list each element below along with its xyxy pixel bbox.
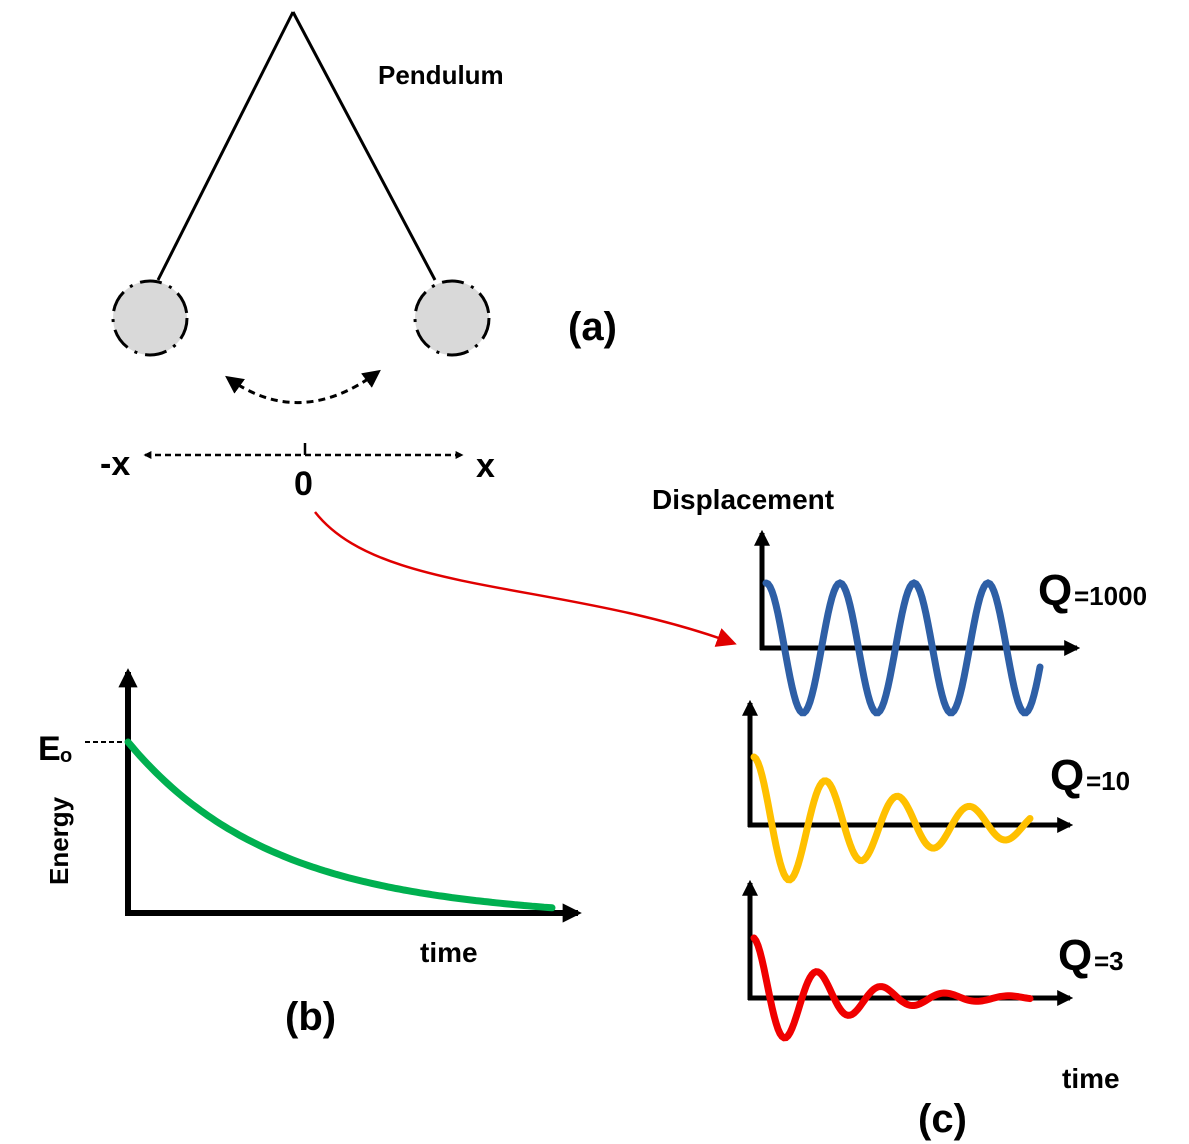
swing-arrow	[225, 369, 381, 404]
string-left	[156, 11, 295, 281]
q-symbol: Q	[1038, 566, 1072, 615]
q-value: =10	[1086, 766, 1130, 796]
panel-label: (b)	[285, 995, 336, 1039]
q-value: =1000	[1074, 581, 1147, 611]
waveform	[750, 753, 1034, 884]
axis-label: 0	[294, 465, 313, 503]
y-axis-label: Displacement	[652, 484, 834, 515]
x-axis-label: time	[1062, 1063, 1120, 1094]
string-right	[291, 11, 437, 281]
level-subscript: o	[60, 745, 72, 767]
waveform	[750, 934, 1034, 1042]
energy-plot	[85, 668, 582, 923]
y-axis-label: Energy	[44, 796, 74, 885]
axis-label: -x	[100, 445, 130, 483]
bob-right	[413, 279, 491, 357]
q-symbol: Q	[1050, 751, 1084, 800]
q-symbol: Q	[1058, 931, 1092, 980]
x-axis-label: time	[420, 937, 478, 968]
pendulum	[111, 11, 491, 460]
energy-curve	[124, 738, 556, 912]
axis-label: x	[476, 447, 495, 485]
q-value: =3	[1094, 946, 1124, 976]
pendulum-title: Pendulum	[378, 60, 504, 90]
connector-arrow	[314, 511, 737, 647]
level-symbol: E	[38, 730, 61, 768]
waveform	[762, 579, 1044, 717]
panel-label: (c)	[918, 1097, 967, 1141]
bob-left	[111, 279, 189, 357]
panel-label: (a)	[568, 305, 617, 349]
